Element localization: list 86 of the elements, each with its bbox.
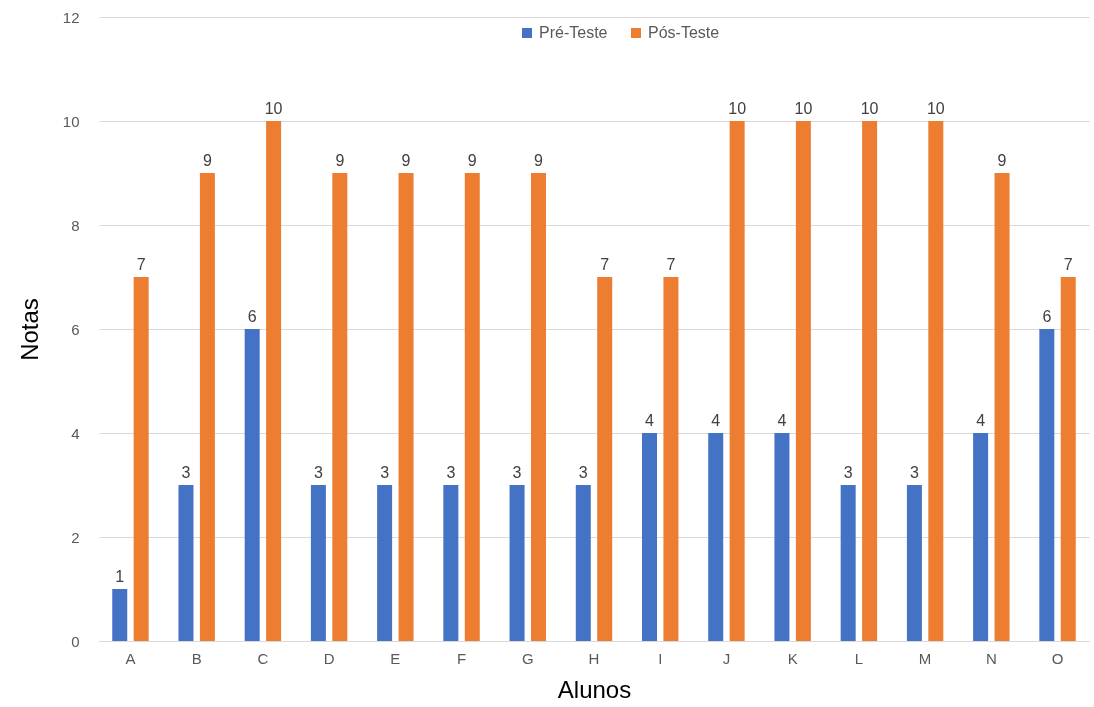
data-label: 6 bbox=[1042, 308, 1052, 325]
x-tick-label: C bbox=[257, 649, 269, 667]
x-tick-label: J bbox=[722, 649, 731, 667]
data-label: 10 bbox=[728, 100, 747, 117]
data-label: 10 bbox=[926, 100, 945, 117]
y-tick-label: 10 bbox=[62, 112, 80, 130]
data-label: 10 bbox=[860, 100, 879, 117]
bar bbox=[597, 277, 613, 641]
bar bbox=[575, 485, 591, 641]
data-label: 7 bbox=[600, 256, 610, 273]
x-tick-label: B bbox=[191, 649, 202, 667]
bar bbox=[377, 485, 393, 641]
x-tick-label: L bbox=[854, 649, 864, 667]
data-label: 4 bbox=[711, 412, 721, 429]
data-label: 3 bbox=[843, 464, 853, 481]
legend-label: Pós-Teste bbox=[648, 24, 720, 41]
bar bbox=[332, 173, 348, 641]
data-label: 1 bbox=[115, 568, 125, 585]
bar bbox=[973, 433, 989, 641]
bar bbox=[928, 121, 944, 641]
bar bbox=[266, 121, 282, 641]
data-label: 7 bbox=[1063, 256, 1073, 273]
data-label: 10 bbox=[264, 100, 283, 117]
x-tick-label: K bbox=[787, 649, 798, 667]
x-tick-label: H bbox=[588, 649, 600, 667]
bar bbox=[133, 277, 149, 641]
data-label: 4 bbox=[645, 412, 655, 429]
data-label: 9 bbox=[534, 152, 544, 169]
bar bbox=[310, 485, 326, 641]
bar bbox=[729, 121, 745, 641]
data-label: 3 bbox=[909, 464, 919, 481]
x-tick-label: I bbox=[658, 649, 663, 667]
bar bbox=[178, 485, 194, 641]
data-label: 9 bbox=[335, 152, 345, 169]
x-axis-title: Alunos bbox=[557, 675, 632, 703]
data-label: 3 bbox=[578, 464, 588, 481]
x-tick-label: D bbox=[323, 649, 335, 667]
bar bbox=[112, 589, 128, 641]
y-axis-title: Notas bbox=[15, 298, 43, 361]
bar bbox=[708, 433, 724, 641]
data-label: 3 bbox=[313, 464, 323, 481]
y-tick-label: 12 bbox=[62, 8, 80, 26]
data-label: 9 bbox=[997, 152, 1007, 169]
x-tick-label: G bbox=[521, 649, 534, 667]
bar bbox=[774, 433, 790, 641]
data-label: 6 bbox=[247, 308, 257, 325]
bar bbox=[443, 485, 459, 641]
bar bbox=[840, 485, 856, 641]
bar bbox=[199, 173, 215, 641]
x-tick-label: M bbox=[918, 649, 932, 667]
data-label: 9 bbox=[401, 152, 411, 169]
y-tick-label: 4 bbox=[71, 424, 80, 442]
data-label: 9 bbox=[202, 152, 212, 169]
data-label: 10 bbox=[794, 100, 813, 117]
data-label: 7 bbox=[136, 256, 146, 273]
y-tick-label: 0 bbox=[71, 632, 80, 650]
y-tick-label: 8 bbox=[71, 216, 80, 234]
legend-label: Pré-Teste bbox=[539, 24, 608, 41]
bar bbox=[530, 173, 546, 641]
bar bbox=[398, 173, 414, 641]
data-label: 3 bbox=[446, 464, 456, 481]
data-label: 7 bbox=[666, 256, 676, 273]
bar bbox=[862, 121, 878, 641]
data-label: 3 bbox=[380, 464, 390, 481]
bar bbox=[1060, 277, 1076, 641]
data-label: 4 bbox=[976, 412, 986, 429]
y-tick-label: 2 bbox=[71, 528, 80, 546]
x-tick-label: O bbox=[1051, 649, 1064, 667]
x-tick-label: E bbox=[390, 649, 401, 667]
x-tick-label: N bbox=[985, 649, 997, 667]
y-tick-label: 6 bbox=[71, 320, 80, 338]
data-label: 4 bbox=[777, 412, 787, 429]
x-tick-label: F bbox=[456, 649, 467, 667]
data-label: 9 bbox=[467, 152, 477, 169]
bar bbox=[509, 485, 525, 641]
data-label: 3 bbox=[181, 464, 191, 481]
bar bbox=[1039, 329, 1055, 641]
bar bbox=[244, 329, 260, 641]
data-label: 3 bbox=[512, 464, 522, 481]
bar bbox=[906, 485, 922, 641]
bar bbox=[663, 277, 679, 641]
bar bbox=[795, 121, 811, 641]
bar bbox=[464, 173, 480, 641]
bar bbox=[642, 433, 658, 641]
bar bbox=[994, 173, 1010, 641]
x-tick-label: A bbox=[125, 649, 136, 667]
